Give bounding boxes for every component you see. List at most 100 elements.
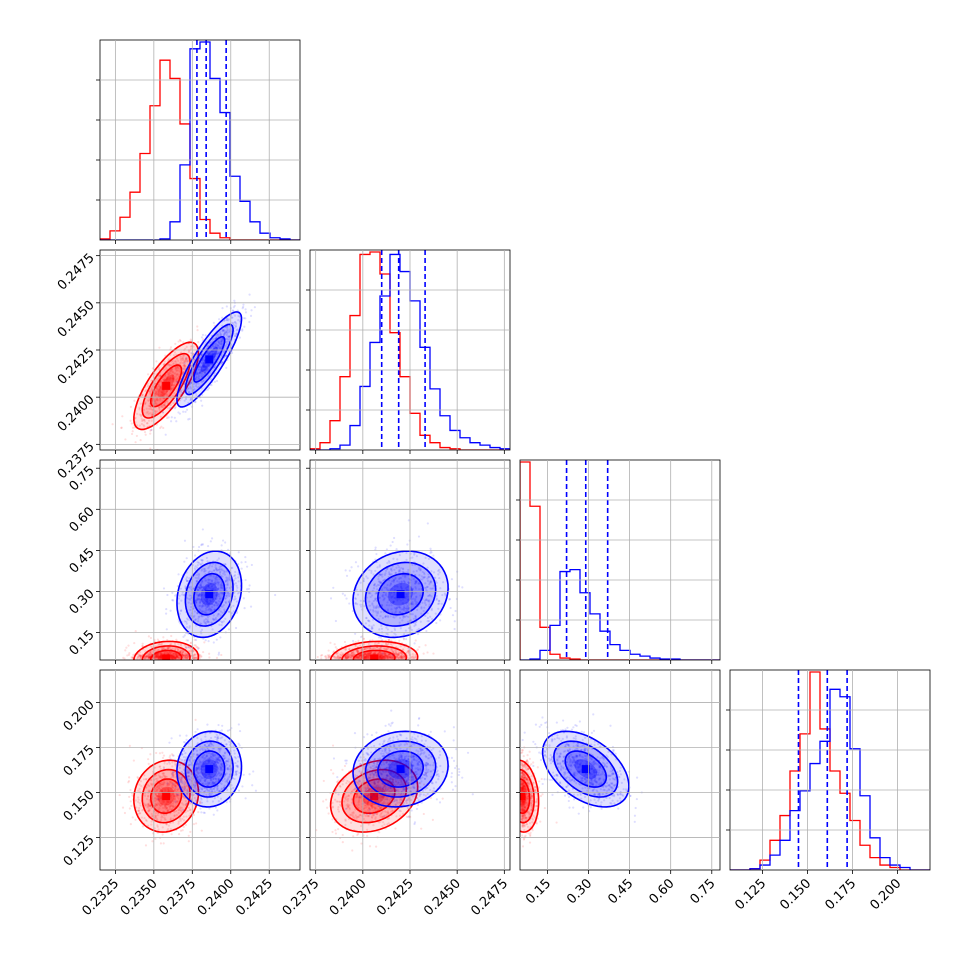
scatter-point (233, 314, 237, 317)
scatter-point (206, 352, 209, 355)
scatter-point (241, 329, 244, 332)
scatter-point (209, 540, 212, 543)
scatter-point (201, 404, 204, 407)
scatter-point (139, 402, 142, 405)
scatter-point (324, 655, 327, 658)
histogram-red (100, 59, 300, 240)
scatter-point (166, 375, 170, 378)
scatter-point (163, 368, 166, 371)
scatter-point (166, 376, 169, 379)
scatter-point (202, 368, 206, 371)
scatter-point (199, 370, 203, 373)
scatter-point (250, 309, 253, 312)
scatter-point (161, 833, 164, 836)
scatter-point (165, 392, 168, 395)
scatter-point (182, 635, 185, 638)
panel-3-0: 0.1250.1500.1750.2000.23250.23500.23750.… (61, 669, 301, 919)
scatter-point (149, 411, 152, 415)
scatter-point (128, 807, 131, 810)
scatter-point (182, 825, 185, 828)
scatter-point (225, 319, 228, 322)
scatter-point (167, 358, 170, 361)
scatter-point (178, 362, 182, 365)
scatter-point (354, 640, 357, 644)
scatter-point (138, 408, 141, 411)
scatter-point (226, 329, 230, 332)
scatter-point (188, 382, 191, 385)
scatter-point (201, 369, 204, 372)
scatter-point (435, 621, 438, 625)
scatter-point (183, 382, 186, 385)
scatter-point (151, 398, 154, 401)
scatter-point (137, 655, 140, 658)
scatter-point (189, 398, 193, 401)
scatter-point (197, 545, 201, 549)
scatter-point (173, 655, 176, 658)
scatter-point (155, 410, 159, 413)
scatter-point (173, 351, 176, 354)
scatter-point (197, 376, 200, 380)
scatter-point (217, 318, 221, 321)
scatter-point (213, 354, 216, 357)
scatter-point (205, 353, 209, 356)
scatter-point (350, 566, 353, 569)
scatter-point (233, 334, 236, 337)
scatter-point (379, 636, 383, 639)
grid-lines (100, 250, 300, 450)
scatter-point (171, 359, 174, 363)
scatter-point (183, 560, 186, 563)
scatter-point (189, 385, 192, 389)
scatter-point (167, 416, 170, 419)
scatter-point (192, 656, 195, 660)
scatter-point (183, 360, 187, 363)
scatter-point (158, 373, 162, 377)
scatter-point (131, 656, 134, 659)
scatter-point (187, 840, 190, 843)
scatter-point (140, 417, 143, 420)
scatter-point (158, 368, 161, 371)
scatter-point (156, 391, 159, 394)
scatter-point (174, 367, 177, 370)
scatter-point (176, 366, 180, 369)
scatter-point (183, 366, 186, 369)
scatter-point (204, 377, 207, 380)
scatter-point (162, 842, 165, 845)
scatter-point (139, 656, 142, 659)
scatter-group (316, 519, 464, 660)
scatter-point (166, 377, 169, 380)
scatter-point (244, 317, 247, 320)
scatter-point (244, 556, 247, 559)
scatter-point (168, 363, 171, 367)
scatter-point (138, 406, 141, 409)
scatter-point (168, 363, 172, 367)
scatter-point (141, 419, 144, 423)
scatter-point (149, 389, 152, 392)
scatter-point (176, 373, 179, 376)
scatter-point (179, 393, 182, 396)
scatter-point (189, 382, 192, 385)
panel-2-1 (306, 459, 511, 664)
scatter-point (173, 372, 176, 375)
scatter-point (201, 365, 205, 368)
scatter-point (203, 365, 206, 368)
scatter-point (164, 404, 167, 407)
scatter-point (182, 370, 185, 374)
scatter-point (207, 362, 210, 366)
scatter-point (148, 656, 151, 659)
scatter-point (187, 387, 190, 390)
density-peak (205, 355, 214, 364)
scatter-point (141, 644, 144, 647)
scatter-point (398, 639, 401, 642)
scatter-point (384, 552, 387, 555)
scatter-point (225, 329, 228, 332)
scatter-point (188, 383, 191, 386)
scatter-point (380, 644, 383, 647)
scatter-point (196, 373, 199, 376)
scatter-point (134, 630, 137, 633)
scatter-point (150, 428, 153, 431)
contour-line (176, 311, 243, 408)
scatter-point (174, 378, 177, 381)
scatter-point (169, 370, 173, 373)
scatter-point (154, 398, 157, 401)
scatter-point (200, 362, 203, 365)
